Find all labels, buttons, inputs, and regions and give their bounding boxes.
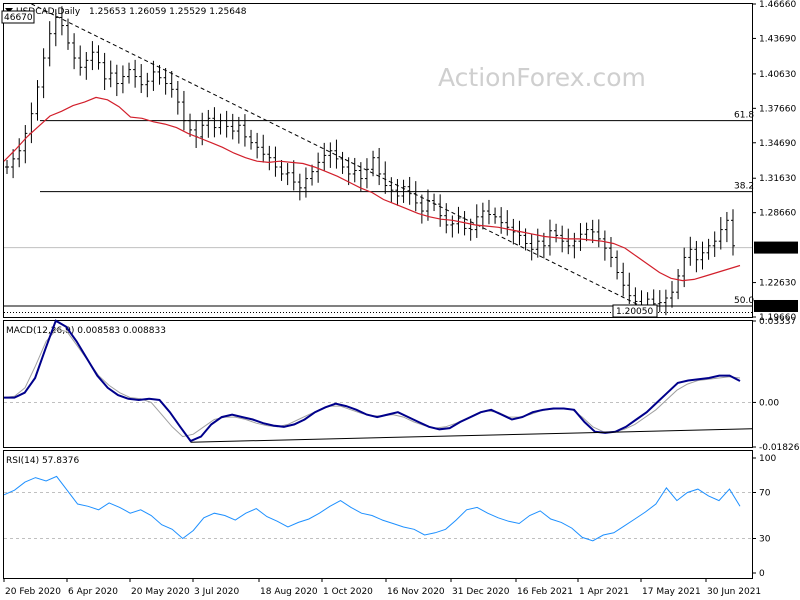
macd-line bbox=[4, 319, 741, 443]
price-tick-label: 1.28660 bbox=[759, 209, 796, 219]
price-panel-decorations: 61.8 38.2 50.0 bbox=[4, 3, 754, 313]
fib-price-box bbox=[754, 299, 798, 312]
price-tick-label: 1.40630 bbox=[759, 70, 796, 80]
rsi-tick-label: 0 bbox=[759, 569, 765, 579]
macd-marks bbox=[3, 319, 753, 443]
ohlc-readout: 1.25653 1.26059 1.25529 1.25648 bbox=[89, 7, 247, 17]
rsi-tick-label: 30 bbox=[759, 535, 771, 545]
macd-tick-label: -0.018262 bbox=[759, 443, 800, 453]
time-tick-label: 16 Feb 2021 bbox=[517, 587, 573, 597]
rsi-panel-frame bbox=[3, 450, 753, 579]
time-tick-label: 17 May 2021 bbox=[642, 587, 701, 597]
price-tick-label: 1.37660 bbox=[759, 104, 796, 114]
fib-level-label: 50.0 bbox=[734, 296, 754, 306]
fib-price-label: 1.20610 bbox=[759, 302, 796, 312]
price-tick-label: 1.31630 bbox=[759, 174, 796, 184]
price-axis: 1.46660 1.43690 1.40630 1.37660 1.34690 1.316… bbox=[752, 0, 798, 323]
time-tick-label: 20 Feb 2020 bbox=[5, 587, 61, 597]
price-tick-label: 1.43690 bbox=[759, 34, 796, 44]
macd-tick-label: 0.03337 bbox=[759, 317, 796, 327]
price-panel-frame bbox=[3, 3, 753, 318]
macd-panel-frame bbox=[3, 320, 753, 448]
time-tick-label: 3 Jul 2020 bbox=[194, 587, 239, 597]
current-price-label: 1.25648 bbox=[759, 244, 796, 254]
time-tick-label: 30 Jun 2021 bbox=[707, 587, 761, 597]
time-tick-label: 31 Dec 2020 bbox=[452, 587, 510, 597]
symbol-title: USDCAD,Daily bbox=[16, 7, 81, 17]
current-price-box bbox=[754, 241, 798, 254]
time-tick-label: 20 May 2020 bbox=[131, 587, 190, 597]
rsi-tick-label: 100 bbox=[759, 454, 776, 464]
price-tick-label: 1.34690 bbox=[759, 139, 796, 149]
high-callout-box bbox=[1, 10, 35, 24]
trendline bbox=[31, 3, 654, 313]
fib-level-label: 61.8 bbox=[734, 111, 754, 121]
price-tick-label: 1.22630 bbox=[759, 279, 796, 289]
macd-title: MACD(12,26,9) 0.008583 0.008833 bbox=[6, 326, 166, 336]
time-tick-label: 18 Aug 2020 bbox=[260, 587, 318, 597]
time-tick-label: 16 Nov 2020 bbox=[387, 587, 445, 597]
price-tick-label: 1.46660 bbox=[759, 0, 796, 10]
time-tick-label: 1 Apr 2021 bbox=[579, 587, 629, 597]
watermark: ActionForex.com bbox=[438, 63, 646, 92]
low-callout-label: 1.20050 bbox=[616, 307, 653, 317]
price-tick-label: 1.19660 bbox=[759, 313, 796, 323]
time-tick-label: 1 Oct 2020 bbox=[323, 587, 373, 597]
macd-trendline bbox=[190, 428, 753, 443]
rsi-axis: 100 70 30 0 bbox=[752, 454, 776, 579]
rsi-tick-label: 70 bbox=[759, 489, 771, 499]
rsi-marks bbox=[3, 475, 752, 542]
rsi-title: RSI(14) 57.8376 bbox=[6, 456, 79, 466]
fib-level-label: 38.2 bbox=[734, 182, 754, 192]
moving-average-line bbox=[3, 96, 741, 282]
time-axis: 20 Feb 2020 6 Apr 2020 20 May 2020 3 Jul 20… bbox=[3, 578, 761, 597]
price-marks: 46670 1.20050 bbox=[1, 6, 741, 318]
time-tick-label: 6 Apr 2020 bbox=[68, 587, 118, 597]
low-callout-box bbox=[612, 304, 658, 318]
macd-axis: 0.03337 0.00 -0.018262 bbox=[752, 317, 800, 453]
macd-tick-label: 0.00 bbox=[759, 398, 779, 408]
macd-signal-line bbox=[3, 328, 741, 438]
rsi-line bbox=[3, 475, 741, 542]
high-callout-label: 46670 bbox=[4, 13, 33, 23]
